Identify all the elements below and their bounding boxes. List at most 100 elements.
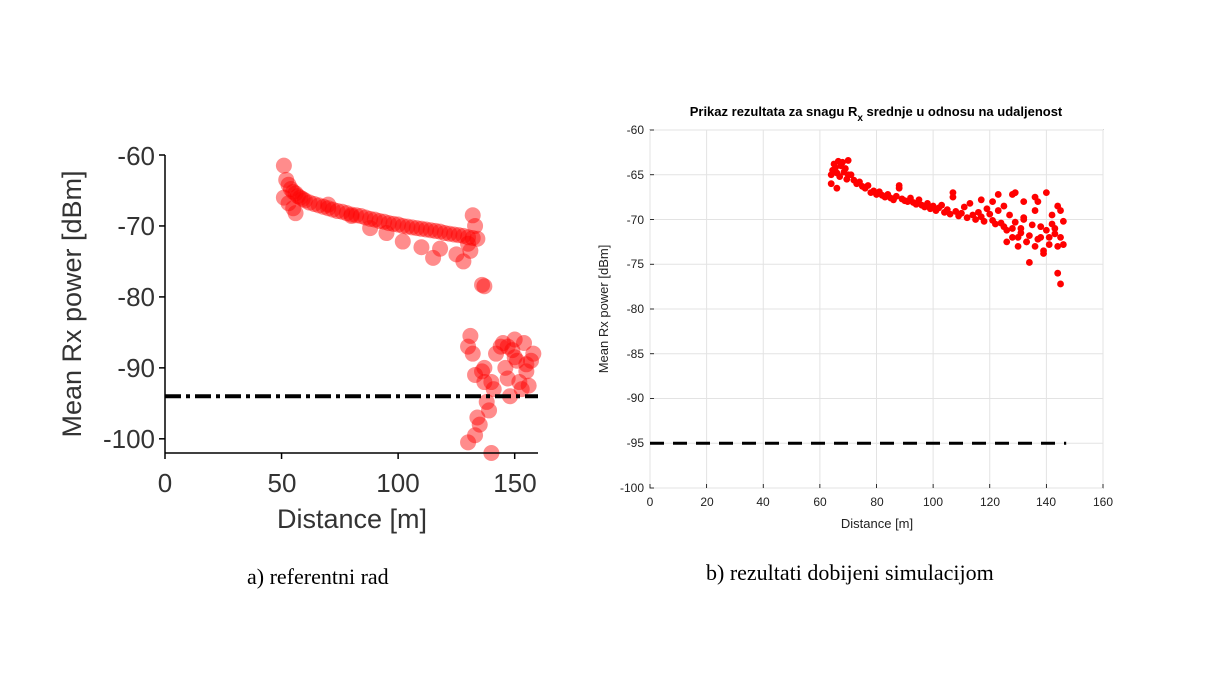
panel-b-y-axis-label: Mean Rx power [dBm]: [596, 245, 611, 374]
panel-b-y-tick-label: -95: [627, 436, 645, 450]
panel-a-data-point: [294, 190, 311, 207]
panel-a-data-point: [518, 363, 535, 380]
panel-b-data-point: [1000, 202, 1008, 210]
panel-a-data-point: [399, 218, 416, 235]
panel-a-plot-area: [165, 155, 538, 453]
panel-a-data-point: [422, 222, 439, 239]
panel-a-data-point: [413, 220, 430, 237]
caption-b: b) rezultati dobijeni simulacijom: [706, 560, 994, 585]
panel-a-data-point: [343, 206, 360, 223]
panel-a-data-point: [499, 370, 516, 387]
panel-a-x-tick-label: 50: [268, 468, 297, 498]
panel-a-data-point: [289, 188, 306, 205]
panel-a-data-point: [285, 183, 302, 200]
panel-a-data-point: [285, 200, 302, 217]
panel-a-data-point: [301, 194, 318, 211]
panel-b-ticks: [649, 129, 1104, 489]
panel-b-y-tick-label: -100: [620, 481, 644, 495]
panel-b-title: Prikaz rezultata za snagu Rx srednje u o…: [690, 104, 1063, 124]
caption-a: a) referentni rad: [247, 564, 389, 589]
panel-a-data-point: [509, 352, 526, 369]
panel-b-y-tick-label: -60: [627, 123, 645, 137]
panel-a-data-point: [408, 220, 425, 237]
panel-a-data-point: [441, 225, 458, 242]
panel-b-data-point: [992, 220, 999, 228]
panel-b-x-tick-label: 160: [1093, 495, 1113, 509]
panel-b-data-point: [892, 192, 900, 200]
panel-b-data-point: [1045, 241, 1053, 248]
panel-a-data-point: [357, 209, 374, 226]
panel-a-y-tick-label: -60: [117, 141, 155, 171]
panel-b-data-point: [1017, 225, 1025, 232]
panel-a-data-point: [455, 227, 472, 244]
panel-a-data-point: [427, 222, 444, 239]
panel-b-data-point: [1057, 234, 1064, 241]
panel-a-data-point: [497, 359, 514, 376]
panel-a-data-point: [506, 331, 523, 348]
panel-a-data-point: [320, 200, 337, 217]
panel-b-data-point: [986, 210, 994, 218]
panel-b-data-point: [1051, 230, 1059, 238]
panel-b-data-point: [1040, 250, 1047, 257]
panel-a-data-point: [320, 196, 337, 213]
panel-b-data-point: [1051, 225, 1059, 232]
panel-b-data-point: [1037, 223, 1045, 231]
panel-b-data-point: [1054, 202, 1062, 210]
panel-b-data-point: [1003, 238, 1011, 246]
panel-b-y-tick-label: -70: [627, 213, 645, 227]
panel-a-data-point: [404, 219, 421, 236]
panel-a-data-point: [467, 366, 484, 383]
panel-b-y-tick-label: -90: [627, 391, 645, 405]
panel-a-data-point: [432, 223, 449, 240]
panel-a-data-point: [362, 210, 379, 227]
panel-a-data-point: [275, 189, 292, 206]
panel-a-data-point: [455, 253, 472, 270]
panel-a-data-point: [460, 338, 477, 355]
panel-a-data-point: [282, 181, 299, 198]
panel-b-data-point: [1006, 211, 1013, 219]
panel-a-data-point: [329, 203, 346, 220]
panel-a-data-point: [504, 342, 521, 359]
panel-a-x-tick-label: 150: [493, 468, 536, 498]
panel-a-y-tick-label: -90: [117, 353, 155, 383]
panel-b-points: [827, 157, 1067, 288]
panel-b-data-point: [989, 198, 996, 206]
panel-a-data-point: [371, 212, 388, 229]
panel-a-data-point: [488, 345, 505, 362]
panel-b-data-point: [1020, 198, 1028, 206]
panel-b-data-point: [958, 209, 965, 217]
panel-b-data-point: [994, 207, 1002, 214]
panel-a-data-point: [469, 409, 486, 426]
panel-b-data-point: [1009, 225, 1016, 232]
panel-a-data-point: [467, 427, 484, 444]
panel-a-data-point: [280, 176, 297, 193]
panel-b-data-point: [1057, 280, 1064, 288]
panel-b-data-point: [963, 214, 971, 222]
panel-a-data-point: [478, 393, 495, 410]
panel-a-data-point: [464, 345, 481, 362]
panel-a-data-point: [506, 349, 523, 366]
panel-a-data-point: [334, 203, 351, 220]
panel-b-data-point: [1014, 242, 1022, 250]
panel-b-data-point: [966, 199, 974, 207]
panel-b-x-tick-label: 40: [756, 495, 770, 509]
panel-a-data-point: [280, 195, 297, 212]
panel-a-data-point: [471, 416, 488, 433]
panel-a-data-point: [511, 374, 528, 391]
panel-b-data-point: [1025, 232, 1033, 240]
panel-a-data-point: [460, 434, 477, 451]
panel-a-data-point: [462, 327, 479, 344]
panel-a-data-point: [385, 215, 402, 232]
panel-a-data-point: [476, 359, 493, 376]
panel-b-x-tick-label: 80: [870, 495, 884, 509]
panel-b-data-point: [1003, 226, 1011, 234]
panel-b-data-point: [844, 157, 852, 164]
panel-b-data-point: [839, 158, 846, 166]
panel-b-x-tick-label: 0: [647, 495, 654, 509]
panel-b-title-rest: srednje u odnosu na udaljenost: [863, 104, 1063, 119]
panel-b-data-point: [980, 217, 988, 225]
panel-b-y-tick-label: -85: [627, 347, 645, 361]
panel-a-data-point: [446, 226, 463, 243]
panel-a-data-point: [380, 215, 397, 232]
panel-a-data-point: [464, 230, 481, 247]
